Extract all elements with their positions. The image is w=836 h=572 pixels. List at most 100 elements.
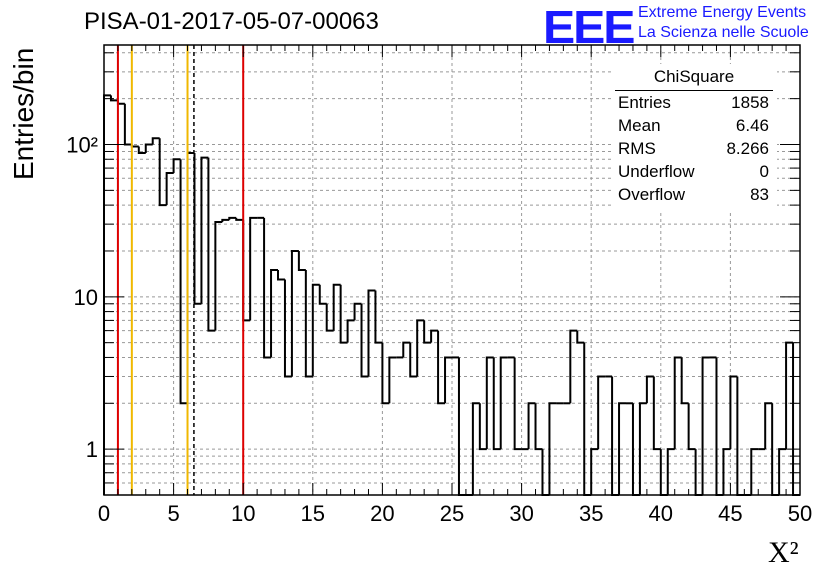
stats-title: ChiSquare — [615, 64, 773, 91]
axis-ticks — [103, 45, 801, 496]
stats-row: Entries 1858 — [611, 91, 777, 114]
histogram-bin — [137, 146, 146, 154]
histogram-bin — [228, 216, 237, 220]
stats-label: Entries — [618, 93, 671, 112]
stats-value: 6.46 — [735, 116, 769, 135]
y-tick-label: 1 — [86, 437, 98, 462]
stats-value: 83 — [750, 185, 769, 204]
histogram-bin — [444, 356, 452, 404]
histogram-bin — [499, 356, 508, 450]
x-axis-label: X² — [768, 536, 799, 569]
stats-label: Mean — [618, 116, 661, 135]
histogram-bin — [374, 290, 383, 344]
logo-line-1: Extreme Energy Events — [638, 4, 807, 21]
stats-row: Underflow 0 — [611, 160, 777, 183]
x-tick-label: 0 — [98, 501, 110, 526]
histogram-bin — [304, 270, 313, 378]
histogram-bin — [388, 356, 397, 404]
x-tick-label: 10 — [231, 501, 255, 526]
x-tick-label: 25 — [440, 501, 464, 526]
stats-label: Underflow — [618, 162, 695, 181]
x-tick-label: 30 — [509, 501, 533, 526]
histogram-bin — [332, 283, 341, 331]
histogram-bin — [583, 342, 592, 496]
histogram-bin — [645, 375, 654, 404]
histogram-bin — [179, 159, 188, 405]
histogram-bin — [590, 448, 599, 495]
histogram-bin — [680, 357, 689, 405]
histogram-bin — [673, 356, 682, 450]
histogram-bin — [722, 448, 731, 495]
histogram-bin — [527, 402, 536, 450]
histogram-bin — [513, 357, 522, 451]
histogram-bin — [569, 329, 578, 404]
histogram-bin — [172, 158, 181, 173]
histogram-bin — [242, 219, 251, 322]
histogram-bin — [576, 330, 585, 344]
histogram-bin — [485, 356, 494, 450]
chart-title: PISA-01-2017-05-07-00063 — [84, 8, 379, 35]
histogram-bin — [214, 220, 223, 331]
histogram-bin — [235, 217, 244, 221]
y-tick-label: 10² — [66, 132, 98, 157]
histogram-bin — [290, 249, 299, 377]
histogram-bin — [193, 152, 202, 305]
logo-line-2: La Scienza nelle Scuole — [638, 24, 809, 41]
histogram-bin — [548, 402, 557, 495]
histogram-bin — [666, 448, 675, 495]
histogram-bin — [207, 157, 216, 332]
histogram-bin — [687, 403, 696, 451]
eee-logo: EEE — [543, 1, 635, 53]
histogram-bin — [123, 103, 132, 146]
histogram-bin — [457, 357, 466, 496]
histogram-bin — [430, 329, 439, 343]
x-tick-labels: 0 5 10 15 20 25 30 35 40 45 50 — [98, 501, 812, 526]
x-tick-label: 20 — [370, 501, 394, 526]
histogram-bin — [249, 216, 258, 321]
histogram-bin — [339, 284, 348, 344]
histogram-bin — [353, 302, 362, 321]
histogram-bin — [221, 218, 230, 222]
histogram-bin — [277, 270, 285, 281]
histogram-bin — [325, 303, 334, 332]
histogram-bin — [638, 402, 647, 495]
stats-value: 0 — [759, 162, 769, 181]
y-axis-label: Entries/bin — [8, 47, 39, 180]
histogram-bin — [283, 279, 292, 378]
x-tick-label: 35 — [579, 501, 603, 526]
stats-row: Overflow 83 — [611, 183, 777, 206]
histogram-bin — [367, 289, 376, 377]
histogram-bin — [109, 95, 118, 102]
histogram-bin — [200, 156, 209, 304]
histogram-bin — [416, 319, 425, 377]
grid — [104, 45, 800, 495]
histogram-bin — [618, 402, 626, 495]
histogram-bin — [597, 375, 606, 450]
histogram-bin — [701, 356, 710, 495]
histogram-bin — [437, 330, 446, 405]
histogram-bin — [116, 100, 125, 105]
x-tick-label: 45 — [718, 501, 742, 526]
stats-box: ChiSquare Entries 1858 Mean 6.46 RMS 8.2… — [611, 64, 777, 210]
stats-label: Overflow — [618, 185, 686, 204]
histogram-bin — [611, 376, 620, 496]
stats-row: Mean 6.46 — [611, 114, 777, 137]
x-tick-label: 5 — [167, 501, 179, 526]
histogram-bin — [729, 375, 738, 450]
x-tick-label: 15 — [301, 501, 325, 526]
reference-lines — [116, 45, 245, 495]
histogram-bin — [158, 138, 167, 207]
histogram-bin — [478, 403, 487, 451]
histogram-bin — [792, 342, 800, 496]
x-tick-label: 50 — [788, 501, 812, 526]
histogram-bin — [409, 342, 418, 378]
histogram-bin — [492, 357, 501, 451]
histogram-bin — [652, 376, 661, 451]
histogram-bin — [423, 320, 432, 344]
histogram-bin — [764, 402, 773, 450]
histogram-bin — [736, 376, 745, 496]
histogram-bin — [318, 284, 327, 305]
histogram-bin — [270, 269, 278, 358]
histogram-bin — [311, 283, 320, 377]
stats-value: 8.266 — [726, 139, 769, 158]
